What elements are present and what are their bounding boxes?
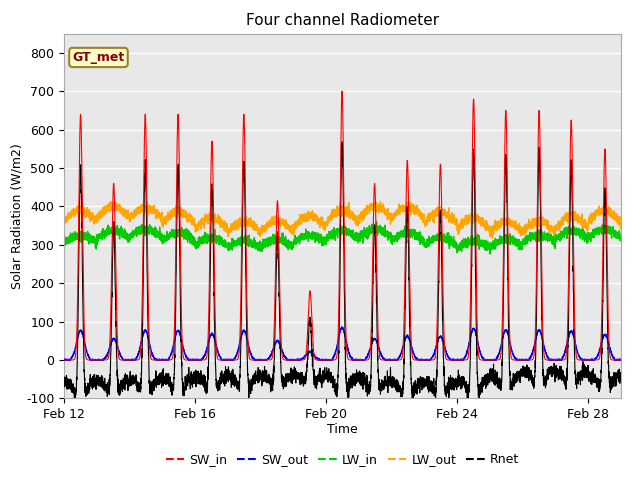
X-axis label: Time: Time: [327, 422, 358, 435]
Bar: [64, 34, 621, 130]
Title: Four channel Radiometer: Four channel Radiometer: [246, 13, 439, 28]
Legend: SW_in, SW_out, LW_in, LW_out, Rnet: SW_in, SW_out, LW_in, LW_out, Rnet: [161, 448, 524, 471]
Text: GT_met: GT_met: [72, 51, 125, 64]
Y-axis label: Solar Radiation (W/m2): Solar Radiation (W/m2): [10, 143, 23, 289]
